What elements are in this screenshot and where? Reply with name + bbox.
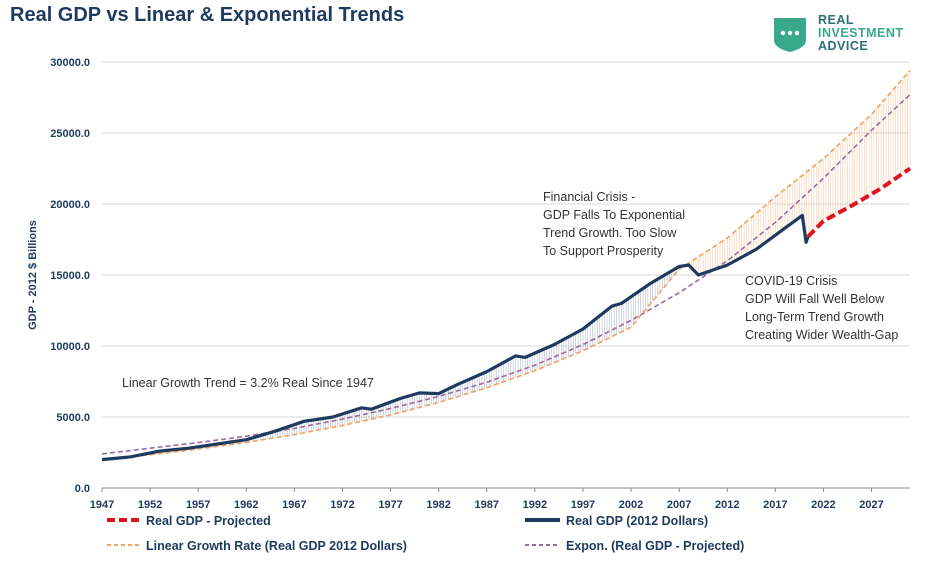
x-tick-label: 1952: [138, 499, 162, 511]
x-tick-label: 2007: [667, 499, 691, 511]
annotation-financial-1: Financial Crisis -: [543, 190, 635, 204]
y-tick-label: 30000.0: [50, 57, 90, 69]
legend: Real GDP - Projected Real GDP (2012 Doll…: [107, 514, 744, 553]
x-tick-label: 2002: [619, 499, 643, 511]
y-tick-label: 0.0: [75, 483, 90, 495]
y-tick-label: 10000.0: [50, 341, 90, 353]
annotation-financial-4: To Support Prosperity: [543, 244, 664, 258]
annotation-financial-2: GDP Falls To Exponential: [543, 208, 685, 222]
x-tick-label: 1987: [475, 499, 499, 511]
x-tick-label: 1982: [426, 499, 450, 511]
x-axis-ticks: 1947 1952 1957 1962 1967 1972 1977 1982 1987 1992…: [90, 488, 884, 511]
x-tick-label: 2012: [715, 499, 739, 511]
x-tick-label: 1977: [378, 499, 402, 511]
series-linear-trend: [101, 69, 911, 461]
y-tick-label: 25000.0: [50, 128, 90, 140]
y-axis-label: GDP - 2012 $ Billions: [27, 220, 39, 330]
annotations: Linear Growth Trend = 3.2% Real Since 19…: [122, 190, 898, 390]
legend-label-expon: Expon. (Real GDP - Projected): [566, 539, 744, 553]
legend-label-linear: Linear Growth Rate (Real GDP 2012 Dollar…: [146, 539, 407, 553]
x-tick-label: 1972: [330, 499, 354, 511]
x-tick-label: 1967: [282, 499, 306, 511]
annotation-financial-3: Trend Growth. Too Slow: [543, 226, 677, 240]
chat-bubble-shield-icon: [774, 18, 806, 52]
annotation-linear-trend: Linear Growth Trend = 3.2% Real Since 19…: [122, 376, 374, 390]
logo-line-2: INVESTMENT: [818, 26, 904, 40]
series-exponential-trend: [101, 94, 911, 455]
logo-line-1: REAL: [818, 13, 855, 27]
wealth-gap-fill: [140, 70, 911, 456]
x-tick-label: 2022: [811, 499, 835, 511]
legend-label-projected: Real GDP - Projected: [146, 514, 271, 528]
series-real-gdp: [101, 213, 810, 462]
y-tick-label: 20000.0: [50, 199, 90, 211]
series-real-gdp-projected: [806, 166, 912, 239]
annotation-covid-4: Creating Wider Wealth-Gap: [745, 328, 898, 342]
chart-title: Real GDP vs Linear & Exponential Trends: [10, 4, 405, 26]
annotation-covid-2: GDP Will Fall Well Below: [745, 292, 885, 306]
annotation-covid-3: Long-Term Trend Growth: [745, 310, 884, 324]
x-tick-label: 1957: [186, 499, 210, 511]
series-group: [101, 69, 912, 462]
y-tick-label: 5000.0: [56, 412, 90, 424]
x-tick-label: 1992: [523, 499, 547, 511]
logo: REAL INVESTMENT ADVICE: [770, 14, 930, 54]
x-tick-label: 1997: [571, 499, 595, 511]
y-axis-ticks: 0.0 5000.0 10000.0 15000.0 20000.0 25000.0 300…: [50, 57, 90, 495]
x-tick-label: 1947: [90, 499, 114, 511]
annotation-covid-1: COVID-19 Crisis: [745, 274, 837, 288]
y-tick-label: 15000.0: [50, 270, 90, 282]
legend-label-real-gdp: Real GDP (2012 Dollars): [566, 514, 708, 528]
x-tick-label: 1962: [234, 499, 258, 511]
x-tick-label: 2017: [763, 499, 787, 511]
logo-line-3: ADVICE: [818, 39, 869, 53]
x-tick-label: 2027: [859, 499, 883, 511]
